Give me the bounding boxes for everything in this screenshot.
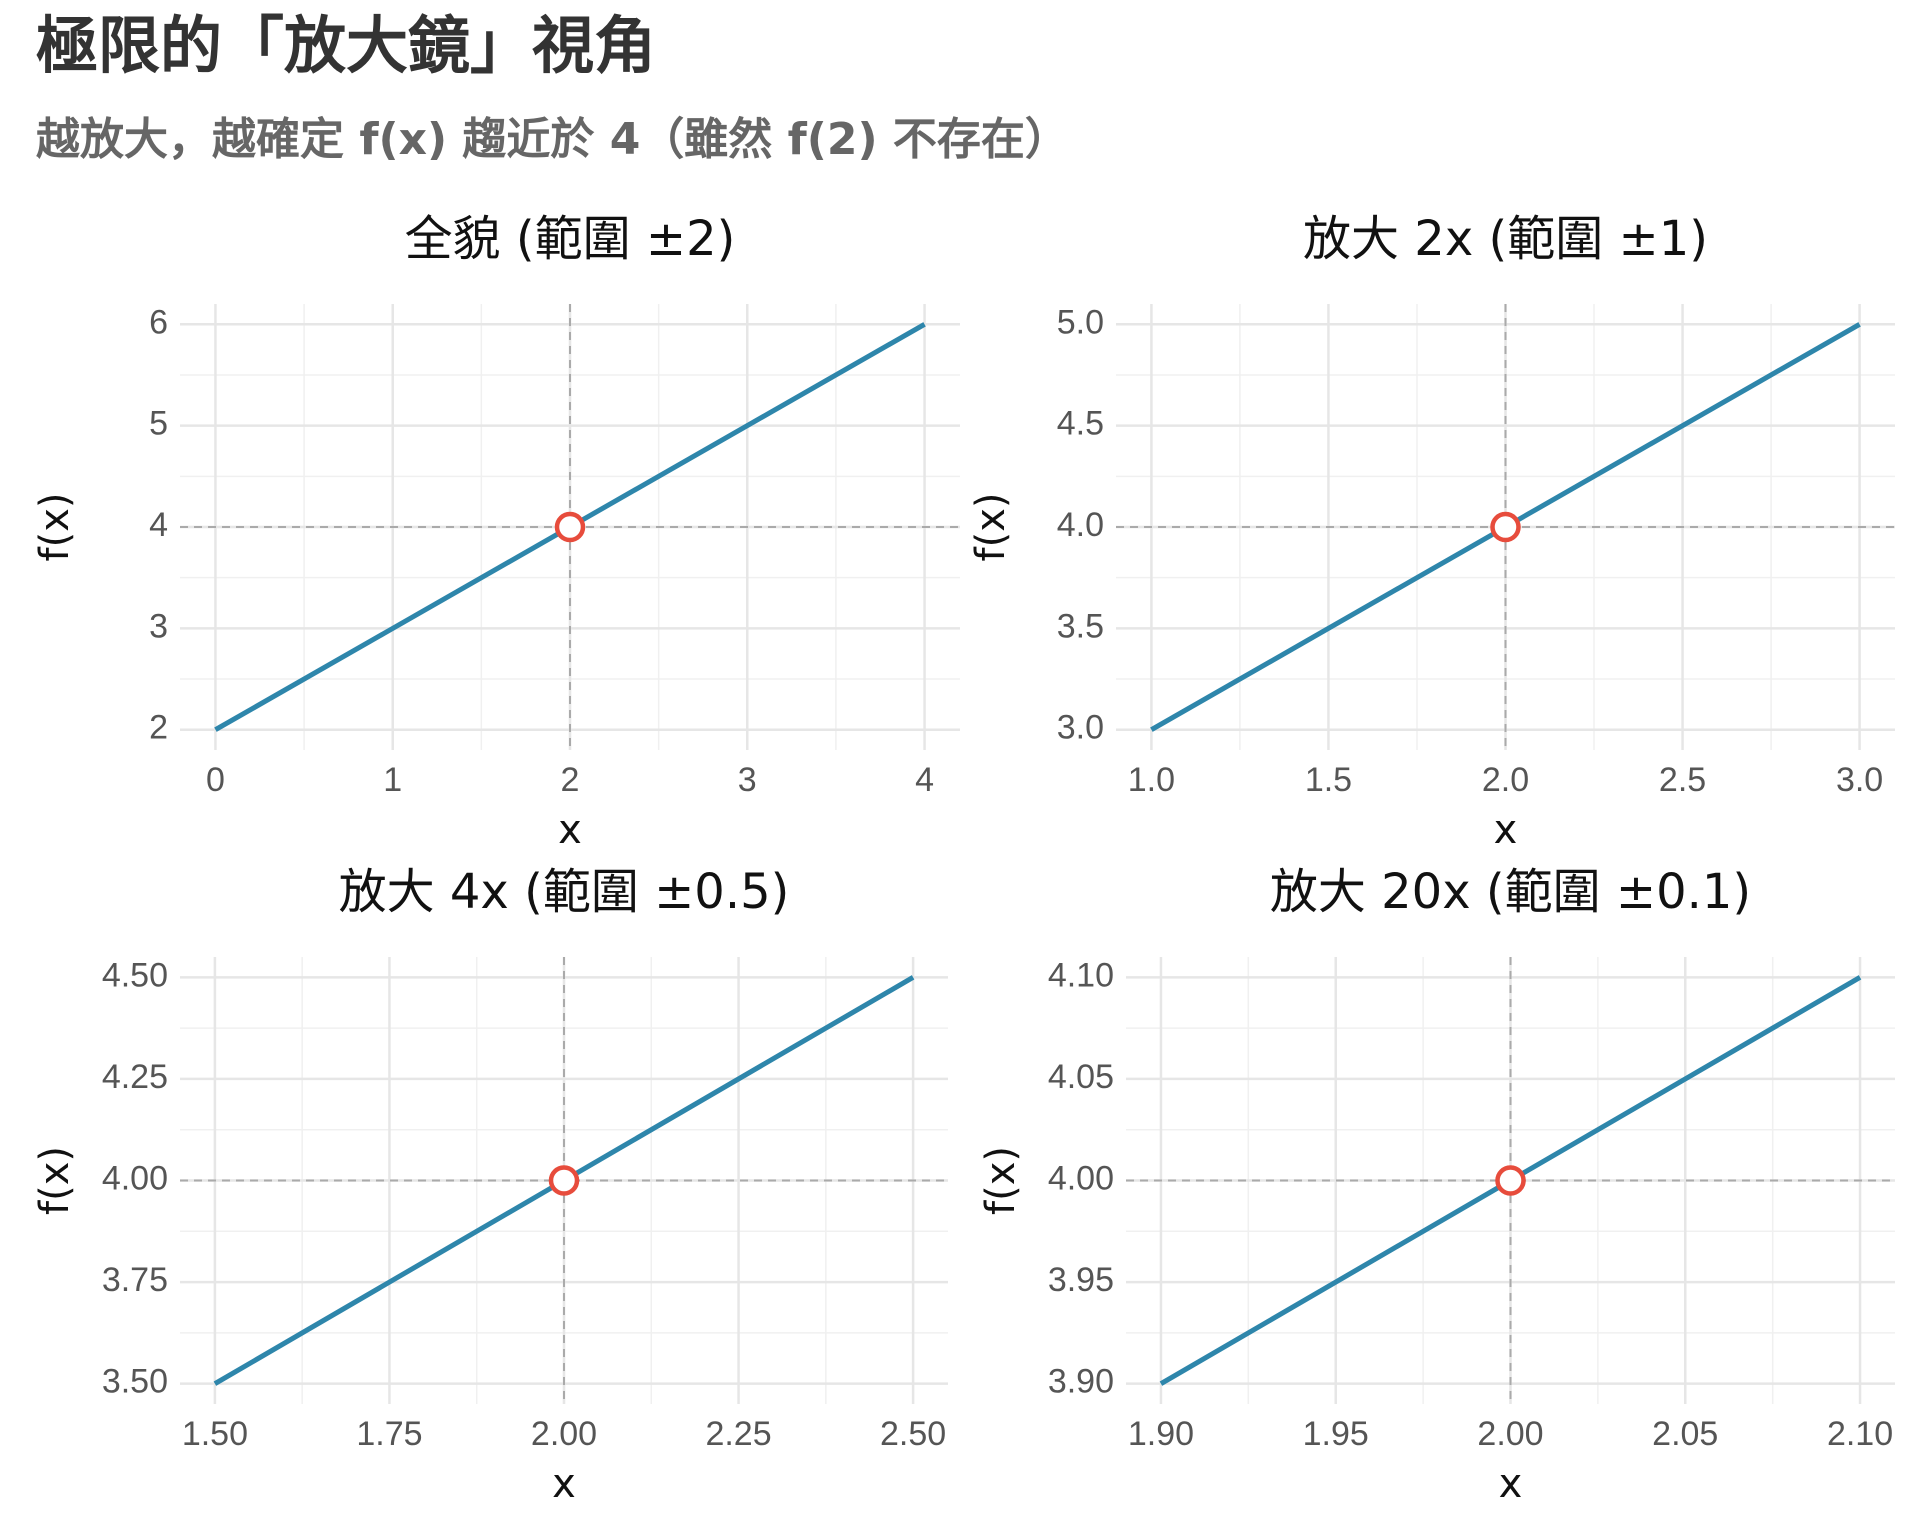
y-tick-label: 4.00 bbox=[1048, 1159, 1114, 1197]
panel-title: 全貌 (範圍 ±2) bbox=[405, 211, 736, 267]
y-tick-label: 3.50 bbox=[102, 1363, 168, 1401]
x-tick-label: 3.0 bbox=[1836, 761, 1883, 799]
y-tick-label: 4.0 bbox=[1057, 506, 1104, 544]
y-axis-label: f(x) bbox=[32, 493, 78, 562]
y-tick-label: 3.95 bbox=[1048, 1261, 1114, 1299]
y-tick-label: 4.00 bbox=[102, 1159, 168, 1197]
x-tick-label: 2.10 bbox=[1827, 1415, 1893, 1453]
x-tick-label: 2.05 bbox=[1652, 1415, 1718, 1453]
y-axis-label: f(x) bbox=[978, 1146, 1024, 1215]
y-tick-label: 6 bbox=[149, 303, 168, 341]
x-axis-label: x bbox=[1499, 1461, 1523, 1507]
page-title: 極限的「放大鏡」視角 bbox=[36, 9, 656, 82]
hole-point bbox=[1495, 1165, 1526, 1196]
x-axis-label: x bbox=[1494, 807, 1518, 853]
y-tick-label: 4.5 bbox=[1057, 405, 1104, 443]
x-tick-label: 1.90 bbox=[1128, 1415, 1194, 1453]
y-tick-label: 3.90 bbox=[1048, 1363, 1114, 1401]
x-tick-label: 4 bbox=[915, 761, 934, 799]
y-tick-label: 3.0 bbox=[1057, 709, 1104, 747]
x-tick-label: 1.95 bbox=[1303, 1415, 1369, 1453]
x-tick-label: 1 bbox=[383, 761, 402, 799]
y-tick-label: 4.05 bbox=[1048, 1058, 1114, 1096]
x-tick-label: 0 bbox=[206, 761, 225, 799]
panel-title: 放大 2x (範圍 ±1) bbox=[1303, 211, 1708, 267]
x-tick-label: 1.5 bbox=[1305, 761, 1352, 799]
y-axis-label: f(x) bbox=[32, 1146, 78, 1215]
y-tick-label: 5 bbox=[149, 405, 168, 443]
x-tick-label: 1.0 bbox=[1128, 761, 1175, 799]
y-tick-label: 4.50 bbox=[102, 956, 168, 994]
page-subtitle: 越放大，越確定 f(x) 趨近於 4（雖然 f(2) 不存在） bbox=[36, 114, 1069, 165]
x-axis-label: x bbox=[558, 807, 582, 853]
y-tick-label: 2 bbox=[149, 709, 168, 747]
y-tick-label: 3.75 bbox=[102, 1261, 168, 1299]
y-tick-label: 5.0 bbox=[1057, 303, 1104, 341]
x-tick-label: 2.50 bbox=[880, 1415, 946, 1453]
hole-point bbox=[554, 511, 586, 543]
y-tick-label: 4 bbox=[149, 506, 168, 544]
panel-title: 放大 4x (範圍 ±0.5) bbox=[339, 864, 790, 920]
y-tick-label: 3 bbox=[149, 607, 168, 645]
panel-title: 放大 20x (範圍 ±0.1) bbox=[1270, 864, 1751, 920]
x-tick-label: 3 bbox=[738, 761, 757, 799]
y-axis-label: f(x) bbox=[968, 493, 1014, 562]
hole-point bbox=[548, 1165, 580, 1196]
x-tick-label: 2.00 bbox=[531, 1415, 597, 1453]
hole-point bbox=[1490, 511, 1521, 543]
x-tick-label: 2.00 bbox=[1477, 1415, 1543, 1453]
x-tick-label: 2.5 bbox=[1659, 761, 1706, 799]
x-tick-label: 1.50 bbox=[182, 1415, 248, 1453]
x-axis-label: x bbox=[552, 1461, 576, 1507]
y-tick-label: 4.10 bbox=[1048, 956, 1114, 994]
x-tick-label: 2 bbox=[561, 761, 580, 799]
x-tick-label: 2.0 bbox=[1482, 761, 1529, 799]
x-tick-label: 2.25 bbox=[705, 1415, 771, 1453]
y-tick-label: 4.25 bbox=[102, 1058, 168, 1096]
x-tick-label: 1.75 bbox=[356, 1415, 422, 1453]
y-tick-label: 3.5 bbox=[1057, 607, 1104, 645]
